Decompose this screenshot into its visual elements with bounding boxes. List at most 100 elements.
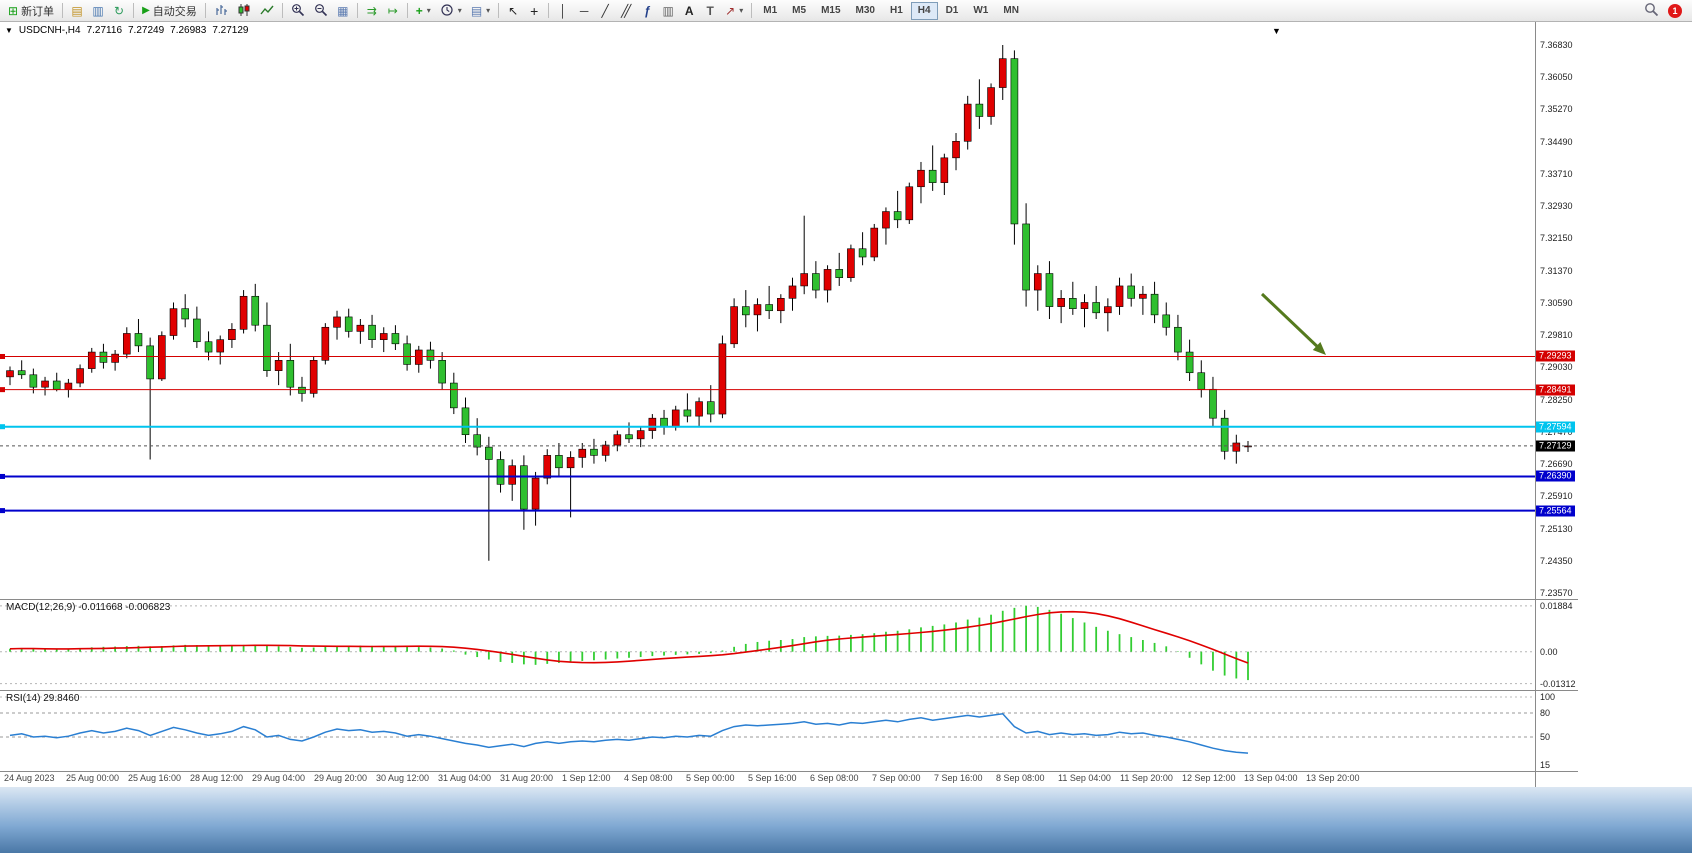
toolbar-separator: [356, 3, 358, 18]
autotrading-button[interactable]: ▶ 自动交易: [138, 1, 201, 21]
refresh-button[interactable]: ↻: [109, 1, 129, 21]
zoom-in-button[interactable]: [287, 1, 309, 21]
new-order-button[interactable]: ⊞ 新订单: [4, 1, 58, 21]
trendline-tool-button[interactable]: ╱: [595, 1, 615, 21]
price-tick-label: 7.32150: [1540, 233, 1573, 244]
notification-badge[interactable]: 1: [1668, 3, 1682, 18]
auto-scroll-button[interactable]: ⇉: [362, 1, 382, 21]
periods-button[interactable]: ▾: [436, 1, 466, 21]
date-label: 11 Sep 20:00: [1120, 773, 1173, 783]
rsi-tick-label: 100: [1540, 692, 1556, 702]
trend-arrow-object[interactable]: [1260, 292, 1330, 359]
rsi-pane[interactable]: [0, 691, 1535, 771]
chevron-down-icon: ▾: [426, 6, 431, 15]
price-pane[interactable]: [0, 22, 1535, 599]
toolbar-separator: [62, 3, 64, 18]
candlestick-mode-button[interactable]: [233, 1, 255, 21]
date-label: 13 Sep 04:00: [1244, 773, 1298, 783]
indicators-button[interactable]: + ▾: [412, 1, 435, 21]
new-chart-icon: ▤: [71, 3, 83, 18]
chart-menu-arrow[interactable]: ▼: [1272, 26, 1281, 36]
zoom-out-icon: [314, 3, 328, 19]
macd-tick-label: -0.01312: [1540, 678, 1576, 689]
search-button[interactable]: [1640, 1, 1663, 21]
rsi-tick-label: 80: [1540, 708, 1551, 718]
pane-divider[interactable]: [0, 599, 1578, 600]
price-tick-label: 7.29810: [1540, 330, 1573, 341]
toolbar-separator: [751, 3, 753, 18]
line-chart-icon: [260, 3, 274, 19]
date-label: 31 Aug 04:00: [438, 773, 492, 783]
price-tick-label: 7.25130: [1540, 523, 1573, 534]
bar-low-value: 7.26983: [170, 25, 207, 36]
macd-histogram: [9, 605, 1249, 681]
timeframe-m15-button[interactable]: M15: [814, 2, 847, 20]
channel-icon: ╱╱: [620, 3, 632, 18]
new-chart-button[interactable]: ▤: [67, 1, 87, 21]
horizontal-line-tool-button[interactable]: ─: [574, 1, 594, 21]
date-label: 11 Sep 04:00: [1058, 773, 1111, 783]
horizontal-line-objects[interactable]: [0, 353, 1535, 514]
price-tick-label: 7.31370: [1540, 265, 1573, 276]
new-order-label: 新订单: [21, 5, 55, 18]
profiles-button[interactable]: ▥: [88, 1, 108, 21]
autotrading-play-icon: ▶: [142, 4, 150, 16]
macd-pane[interactable]: [0, 600, 1535, 690]
tile-windows-icon: ▦: [337, 3, 349, 18]
date-label: 24 Aug 2023: [4, 773, 55, 783]
pane-divider[interactable]: [0, 771, 1578, 772]
timeframe-mn-button[interactable]: MN: [996, 2, 1026, 20]
price-axis-separator: [1535, 22, 1536, 788]
timeframe-d1-button[interactable]: D1: [939, 2, 966, 20]
arrow-shape-icon: ↗: [725, 3, 736, 18]
cycle-lines-tool-button[interactable]: ▥: [658, 1, 678, 21]
price-marker: 7.27594: [1536, 421, 1575, 433]
timeframe-m5-button[interactable]: M5: [785, 2, 813, 20]
channel-tool-button[interactable]: ╱╱: [616, 1, 636, 21]
date-label: 7 Sep 00:00: [872, 773, 921, 783]
price-marker: 7.26390: [1536, 470, 1575, 482]
chevron-down-icon: ▾: [739, 6, 744, 15]
text-tool-button[interactable]: A: [679, 1, 699, 21]
rsi-tick-label: 50: [1540, 732, 1551, 742]
price-tick-label: 7.30590: [1540, 297, 1573, 308]
symbol-ohlc-header: ▼ USDCNH-,H4 7.27116 7.27249 7.26983 7.2…: [5, 25, 248, 36]
arrows-tool-button[interactable]: ↗ ▾: [721, 1, 747, 21]
cursor-icon: ↖: [508, 3, 519, 18]
timeframe-w1-button[interactable]: W1: [966, 2, 995, 20]
text-label-tool-button[interactable]: T: [700, 1, 720, 21]
macd-indicator-label: MACD(12,26,9) -0.011668 -0.006823: [6, 602, 171, 613]
zoom-in-icon: [291, 3, 305, 19]
cycle-lines-icon: ▥: [662, 3, 674, 18]
bar-high-value: 7.27249: [128, 25, 165, 36]
timeframe-m1-button[interactable]: M1: [756, 2, 784, 20]
text-label-icon: T: [706, 3, 714, 18]
chart-shift-button[interactable]: ↦: [383, 1, 403, 21]
toolbar-separator: [281, 3, 283, 18]
date-label: 6 Sep 08:00: [810, 773, 859, 783]
cursor-tool-button[interactable]: ↖: [503, 1, 523, 21]
date-label: 31 Aug 20:00: [500, 773, 554, 783]
price-tick-label: 7.34490: [1540, 136, 1573, 147]
timeframe-h1-button[interactable]: H1: [883, 2, 910, 20]
crosshair-tool-button[interactable]: +: [524, 1, 544, 21]
clock-icon: [440, 3, 454, 19]
zoom-out-button[interactable]: [310, 1, 332, 21]
line-chart-mode-button[interactable]: [256, 1, 278, 21]
bar-chart-mode-button[interactable]: [210, 1, 232, 21]
vertical-line-icon: │: [559, 3, 567, 18]
templates-button[interactable]: ▤ ▾: [467, 1, 494, 21]
vertical-line-tool-button[interactable]: │: [553, 1, 573, 21]
fibonacci-tool-button[interactable]: ƒ: [637, 1, 657, 21]
one-click-trading-toggle[interactable]: ▼: [5, 26, 13, 35]
pane-divider[interactable]: [0, 690, 1578, 691]
price-tick-label: 7.23570: [1540, 588, 1573, 598]
tile-windows-button[interactable]: ▦: [333, 1, 353, 21]
timeframe-m30-button[interactable]: M30: [849, 2, 882, 20]
timeframe-h4-button[interactable]: H4: [910, 1, 938, 20]
chart-symbol-title: USDCNH-,H4: [18, 25, 81, 36]
chart-window[interactable]: ▼ USDCNH-,H4 7.27116 7.27249 7.26983 7.2…: [0, 22, 1692, 788]
date-label: 28 Aug 12:00: [190, 773, 244, 783]
bar-close-value: 7.27129: [212, 25, 249, 36]
horizontal-line-icon: ─: [579, 3, 589, 18]
